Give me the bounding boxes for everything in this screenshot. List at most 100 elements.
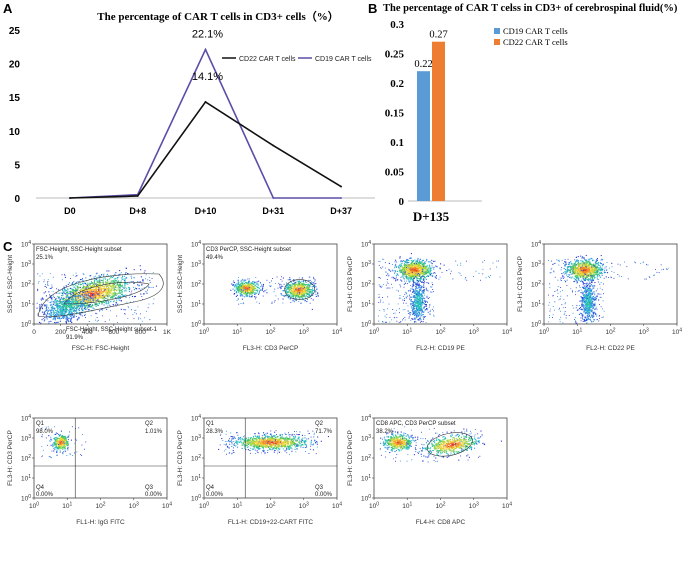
event-dot bbox=[59, 302, 61, 304]
event-dot bbox=[388, 262, 390, 264]
event-dot bbox=[86, 284, 88, 286]
event-dot bbox=[420, 269, 422, 271]
event-dot bbox=[297, 294, 299, 296]
event-dot bbox=[94, 278, 96, 280]
event-dot bbox=[65, 322, 67, 324]
event-dot bbox=[90, 285, 92, 287]
event-dot bbox=[287, 279, 289, 281]
event-dot bbox=[47, 310, 49, 312]
event-dot bbox=[291, 293, 293, 295]
event-dot bbox=[45, 310, 47, 312]
event-dot bbox=[387, 273, 389, 275]
data-point bbox=[272, 144, 275, 147]
event-dot bbox=[417, 295, 419, 297]
event-dot bbox=[74, 301, 76, 303]
event-dot bbox=[255, 283, 257, 285]
event-dot bbox=[237, 298, 239, 299]
event-dot bbox=[413, 265, 415, 267]
event-dot bbox=[294, 287, 296, 289]
event-dot bbox=[77, 282, 79, 284]
event-dot bbox=[77, 297, 79, 299]
event-dot bbox=[422, 290, 424, 292]
legend-label: CD22 CAR T cells bbox=[503, 37, 568, 47]
event-dot bbox=[69, 288, 71, 290]
event-dot bbox=[88, 306, 90, 308]
event-dot bbox=[293, 297, 295, 299]
event-dot bbox=[76, 296, 78, 298]
event-dot bbox=[62, 307, 64, 309]
event-dot bbox=[295, 291, 297, 293]
event-dot bbox=[63, 286, 65, 288]
event-dot bbox=[247, 293, 249, 295]
event-dot bbox=[75, 295, 77, 297]
event-dot bbox=[426, 308, 428, 310]
event-dot bbox=[412, 306, 414, 308]
event-dot bbox=[291, 285, 293, 287]
event-dot bbox=[101, 302, 103, 304]
event-dot bbox=[103, 290, 105, 292]
event-dot bbox=[283, 283, 285, 285]
event-dot bbox=[238, 303, 240, 305]
event-dot bbox=[290, 287, 292, 289]
event-dot bbox=[408, 290, 410, 292]
event-dot bbox=[46, 306, 48, 308]
event-dot bbox=[83, 305, 85, 307]
event-dot bbox=[378, 261, 380, 262]
event-dot bbox=[62, 302, 64, 304]
event-dot bbox=[110, 310, 111, 312]
event-dot bbox=[403, 261, 405, 263]
event-dot bbox=[104, 321, 106, 323]
event-dot bbox=[119, 291, 121, 293]
event-dot bbox=[406, 280, 408, 282]
event-dot bbox=[83, 308, 85, 310]
event-dot bbox=[410, 296, 412, 298]
event-dot bbox=[89, 288, 91, 290]
event-dot bbox=[424, 290, 425, 292]
event-dot bbox=[87, 292, 89, 294]
event-dot bbox=[123, 280, 125, 281]
event-dot bbox=[406, 262, 408, 264]
event-dot bbox=[412, 268, 414, 270]
event-dot bbox=[97, 298, 99, 300]
event-dot bbox=[409, 269, 411, 271]
event-dot bbox=[425, 267, 427, 269]
event-dot bbox=[242, 286, 244, 288]
event-dot bbox=[294, 290, 296, 292]
event-dot bbox=[298, 293, 300, 295]
event-dot bbox=[132, 301, 134, 303]
event-dot bbox=[412, 280, 414, 282]
event-dot bbox=[43, 314, 45, 316]
event-dot bbox=[396, 309, 397, 311]
event-dot bbox=[116, 290, 118, 292]
event-dot bbox=[378, 320, 380, 322]
event-dot bbox=[42, 308, 44, 310]
event-dot bbox=[113, 288, 115, 290]
event-dot bbox=[380, 287, 382, 288]
event-dot bbox=[241, 280, 243, 282]
event-dot bbox=[302, 280, 304, 282]
event-dot bbox=[418, 293, 420, 295]
event-dot bbox=[81, 288, 83, 290]
event-dot bbox=[412, 296, 414, 298]
event-dot bbox=[382, 321, 384, 323]
event-dot bbox=[421, 266, 423, 268]
event-dot bbox=[147, 279, 149, 281]
event-dot bbox=[119, 292, 121, 294]
event-dot bbox=[301, 293, 303, 295]
event-dot bbox=[420, 321, 421, 323]
event-dot bbox=[106, 275, 108, 277]
event-dot bbox=[72, 310, 74, 312]
event-dot bbox=[110, 301, 112, 303]
event-dot bbox=[97, 300, 99, 302]
event-dot bbox=[417, 311, 419, 313]
event-dot bbox=[51, 312, 53, 314]
event-dot bbox=[417, 260, 419, 262]
event-dot bbox=[75, 302, 77, 304]
event-dot bbox=[411, 274, 413, 276]
event-dot bbox=[416, 292, 418, 294]
event-dot bbox=[98, 290, 100, 292]
event-dot bbox=[118, 275, 120, 277]
event-dot bbox=[91, 288, 93, 290]
event-dot bbox=[47, 283, 48, 285]
event-dot bbox=[61, 310, 63, 312]
